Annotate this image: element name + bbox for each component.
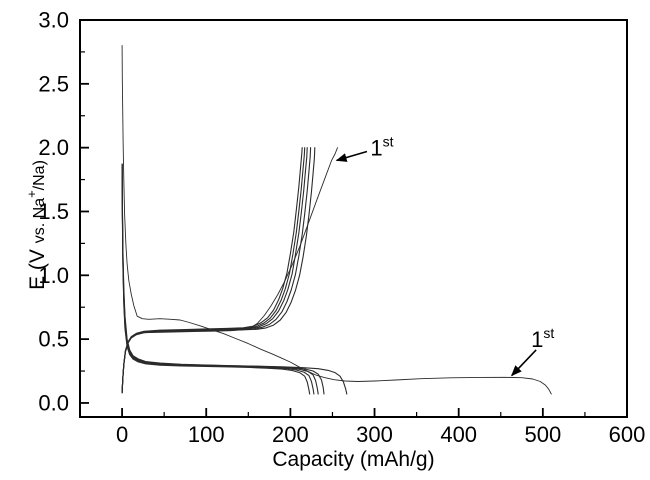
plot-frame xyxy=(79,19,628,418)
series-cycle3-charge xyxy=(121,147,312,394)
x-tick-label: 500 xyxy=(524,422,561,447)
x-tick-label: 0 xyxy=(116,422,128,447)
series-cycle4-discharge xyxy=(121,163,319,395)
y-tick-label: 3.0 xyxy=(38,8,69,33)
annotation-label-first-cycle: 1st xyxy=(531,325,554,352)
series-cycle2-charge xyxy=(121,147,316,394)
y-tick-label: 0.5 xyxy=(38,327,69,352)
x-tick-label: 300 xyxy=(356,422,393,447)
x-axis-title: Capacity (mAh/g) xyxy=(272,448,434,471)
series-cycle6-charge xyxy=(121,147,303,394)
annotation-arrow-1 xyxy=(335,150,368,162)
x-tick-label: 200 xyxy=(272,422,309,447)
y-tick-label: 2.5 xyxy=(38,71,69,96)
x-tick-label: 400 xyxy=(440,422,477,447)
y-tick-label: 1.5 xyxy=(38,199,69,224)
y-tick-label: 2.0 xyxy=(38,135,69,160)
annotation-arrow-2 xyxy=(511,349,537,377)
series-cycle6-discharge xyxy=(121,163,311,395)
series-cycle2-discharge xyxy=(121,163,348,395)
series-cycle1-discharge xyxy=(121,45,552,395)
series-cycle4-charge xyxy=(121,147,308,394)
x-tick-label: 100 xyxy=(188,422,225,447)
y-axis-title: E (V vs. Na+/Na) xyxy=(24,160,49,290)
annotation-label-first-cycle: 1st xyxy=(370,133,393,160)
x-tick-label: 600 xyxy=(609,422,646,447)
y-tick-label: 1.0 xyxy=(38,263,69,288)
series-cycle1-charge xyxy=(121,147,338,392)
y-tick-label: 0.0 xyxy=(38,390,69,415)
